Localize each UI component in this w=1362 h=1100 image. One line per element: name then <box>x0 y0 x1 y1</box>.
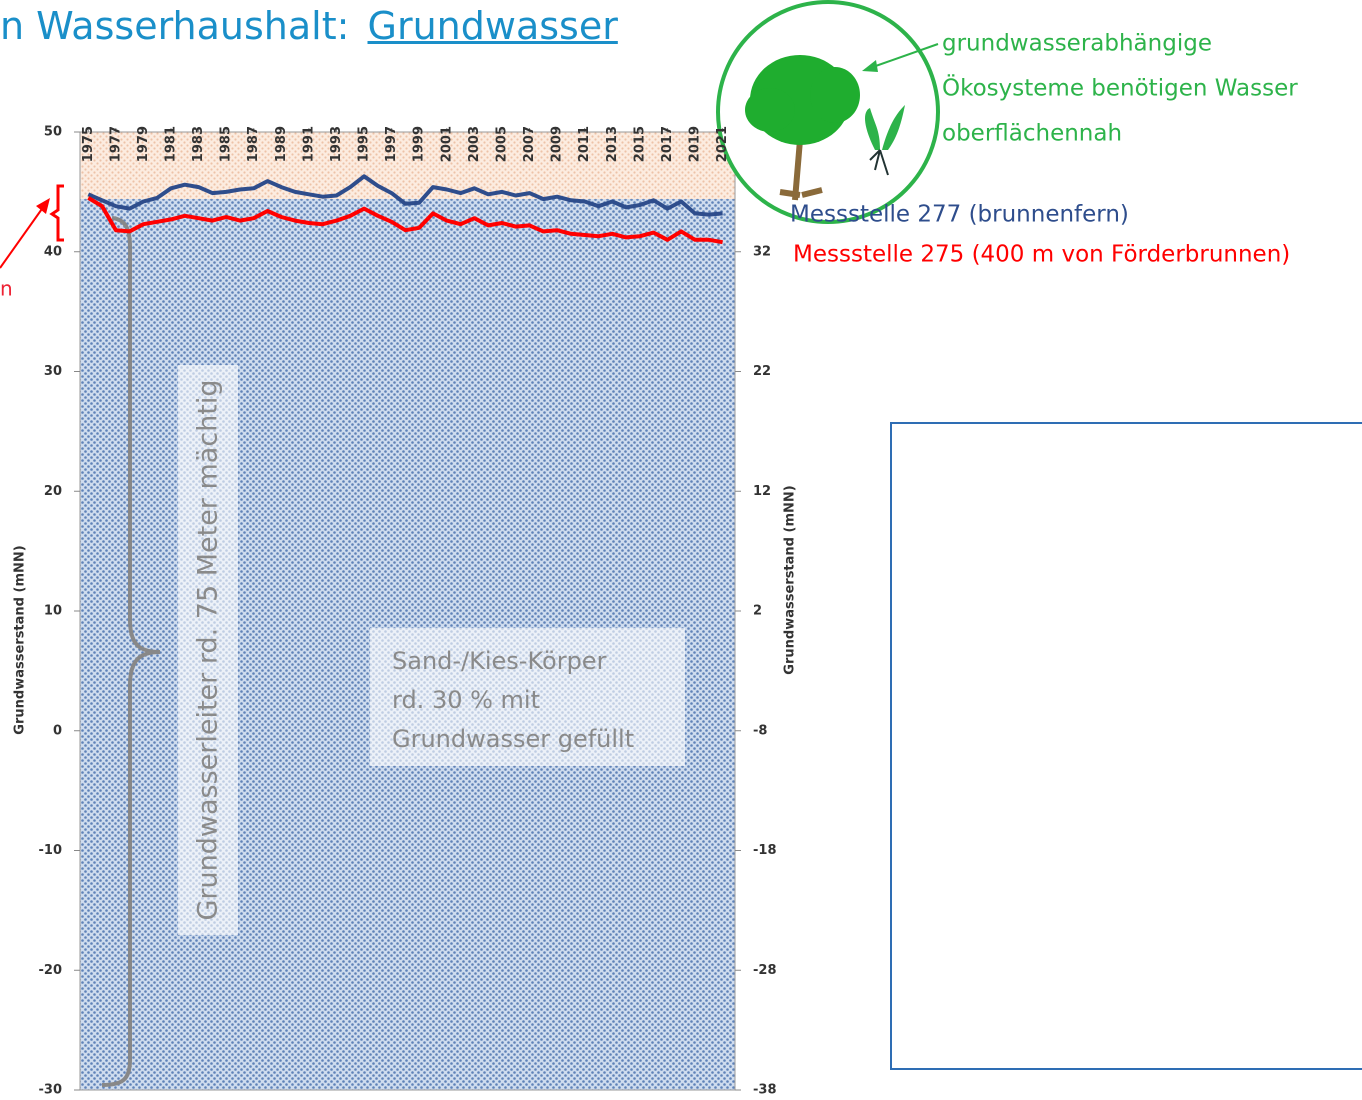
x-tick-label: 1979 <box>136 126 151 162</box>
y-tick-label: 10 <box>44 604 62 619</box>
y-tick-label: 50 <box>44 125 62 140</box>
x-tick-label: 1995 <box>357 126 372 162</box>
y2-tick-label: -8 <box>753 723 767 738</box>
aquifer-label: Grundwasserleiter rd. 75 Meter mächtig <box>193 379 224 920</box>
conclusion-box <box>890 422 1362 1070</box>
y2-tick-label: 12 <box>753 484 771 499</box>
x-tick-label: 2001 <box>439 126 454 162</box>
ecosystem-note: Ökosysteme benötigen Wasser <box>942 74 1298 102</box>
x-tick-label: 2019 <box>688 126 703 162</box>
x-tick-label: 2003 <box>467 126 482 162</box>
x-tick-label: 1999 <box>412 126 427 162</box>
y2-tick-label: -18 <box>753 843 777 858</box>
x-tick-label: 1977 <box>108 126 123 162</box>
x-tick-label: 1989 <box>274 126 289 162</box>
title-text: n Wasserhaushalt: <box>0 4 349 48</box>
y2-tick-label: -28 <box>753 963 777 978</box>
x-tick-label: 2015 <box>632 126 647 162</box>
x-tick-label: 1975 <box>81 126 96 162</box>
x-tick-label: 2021 <box>715 126 730 162</box>
ecosystem-note: oberflächennah <box>942 121 1122 147</box>
x-tick-label: 1981 <box>164 126 179 162</box>
y2-axis-title: Grundwasserstand (mNN) <box>783 485 798 674</box>
title: n Wasserhaushalt: Grundwasser <box>0 4 618 48</box>
y-tick-label: -20 <box>39 963 63 978</box>
x-tick-label: 1987 <box>246 126 261 162</box>
x-tick-label: 2007 <box>522 126 537 162</box>
x-tick-label: 2009 <box>550 126 565 162</box>
ecosystem-note: grundwasserabhängige <box>942 31 1212 57</box>
legend-label: Messstelle 275 (400 m von Förderbrunnen) <box>793 242 1290 268</box>
y-tick-label: 30 <box>44 364 62 379</box>
y2-tick-label: 22 <box>753 364 771 379</box>
x-tick-label: 2011 <box>577 126 592 162</box>
x-tick-label: 2017 <box>660 126 675 162</box>
ecosystem-icon <box>718 2 938 222</box>
page: -30 -20 -10 0 10 20 30 40 50 -38 -28 -18 -8 2 12 22 32 19… <box>0 0 1362 1100</box>
x-tick-label: 1985 <box>219 126 234 162</box>
left-fragment: n <box>0 277 13 301</box>
y-tick-label: 20 <box>44 484 62 499</box>
y2-tick-label: -38 <box>753 1083 777 1098</box>
title-link[interactable]: Grundwasser <box>368 4 618 48</box>
y-tick-label: -30 <box>39 1083 63 1098</box>
x-tick-label: 1997 <box>384 126 399 162</box>
y-tick-label: -10 <box>39 843 63 858</box>
sand-label: rd. 30 % mit <box>392 686 540 714</box>
x-tick-label: 1991 <box>301 126 316 162</box>
sand-label: Grundwasser gefüllt <box>392 725 634 753</box>
x-tick-label: 1983 <box>191 126 206 162</box>
x-tick-label: 2005 <box>494 126 509 162</box>
y2-tick-label: 32 <box>753 244 771 259</box>
y-tick-label: 0 <box>53 723 62 738</box>
y-axis-title: Grundwasserstand (mNN) <box>13 545 28 734</box>
x-tick-label: 2013 <box>605 126 620 162</box>
sand-label: Sand-/Kies-Körper <box>392 647 607 675</box>
x-tick-label: 1993 <box>329 126 344 162</box>
legend-label: Messstelle 277 (brunnenfern) <box>790 202 1129 228</box>
y2-tick-label: 2 <box>753 604 762 619</box>
y-tick-label: 40 <box>44 244 62 259</box>
